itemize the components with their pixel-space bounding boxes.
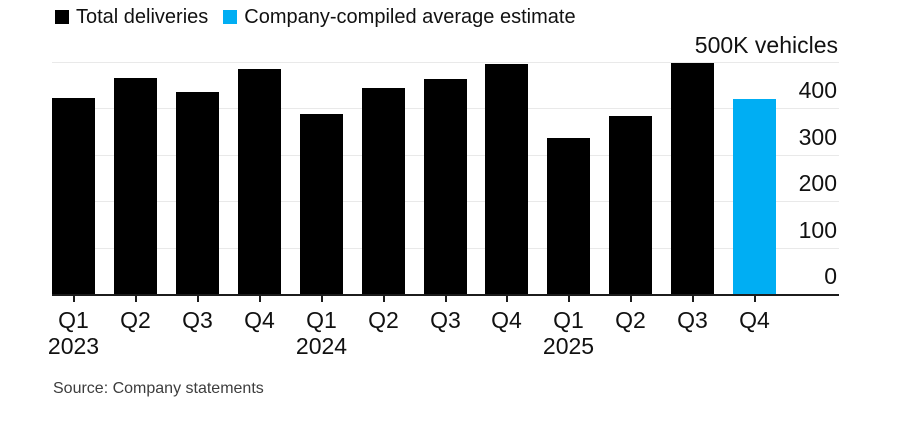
x-axis-tick <box>753 296 756 302</box>
x-axis-baseline <box>52 294 839 296</box>
source-attribution: Source: Company statements <box>53 380 264 397</box>
legend-swatch-black-icon <box>55 10 69 24</box>
x-label-quarter: Q1 <box>58 307 89 333</box>
legend-label-estimate: Company-compiled average estimate <box>244 6 576 28</box>
x-axis-tick <box>320 296 323 302</box>
legend-label-total-deliveries: Total deliveries <box>76 6 209 28</box>
x-axis-tick <box>382 296 385 302</box>
bar-q4-estimate <box>733 98 776 294</box>
x-axis-tick <box>72 296 75 302</box>
y-tick-label-0: 0 <box>824 263 837 289</box>
x-label-quarter: Q3 <box>677 307 708 333</box>
bar-q2 <box>609 115 652 294</box>
y-tick-label-300: 300 <box>798 123 837 150</box>
x-axis-tick <box>505 296 508 302</box>
x-label-year-2024: 2024 <box>295 333 348 359</box>
x-label-year-2023: 2023 <box>47 333 100 359</box>
bar-q3 <box>176 92 219 294</box>
gridline-500 <box>52 62 839 63</box>
x-axis-tick <box>629 296 632 302</box>
x-axis-tick <box>444 296 447 302</box>
bar-q1-2023 <box>52 97 95 294</box>
x-label-quarter: Q1 <box>306 307 337 333</box>
x-label-quarter: Q4 <box>739 307 770 333</box>
bar-q2 <box>362 88 405 294</box>
legend-item-total-deliveries: Total deliveries <box>55 7 208 27</box>
chart-legend: Total deliveries Company-compiled averag… <box>55 7 576 27</box>
bar-q3 <box>671 63 714 294</box>
x-label-quarter: Q4 <box>244 307 275 333</box>
x-label-quarter: Q3 <box>182 307 213 333</box>
x-label-quarter: Q2 <box>615 307 646 333</box>
x-axis-tick <box>258 296 261 302</box>
x-label-quarter: Q3 <box>430 307 461 333</box>
x-axis-tick <box>567 296 570 302</box>
plot-area: 0 100 200 300 400 Q1 2023 Q2 Q3 Q4 Q1 2024 Q2 Q3 Q4 Q1 2… <box>48 62 839 358</box>
y-tick-label-100: 100 <box>798 216 837 243</box>
x-label-quarter: Q2 <box>120 307 151 333</box>
x-axis-tick <box>134 296 137 302</box>
y-axis-unit-label: 500K vehicles <box>694 32 838 58</box>
x-label-quarter: Q2 <box>368 307 399 333</box>
y-tick-label-200: 200 <box>798 170 837 197</box>
x-label-quarter: Q4 <box>491 307 522 333</box>
y-tick-label-400: 400 <box>798 77 837 104</box>
bar-q4 <box>238 69 281 294</box>
legend-swatch-blue-icon <box>223 10 238 24</box>
bar-q1-2024 <box>300 114 343 294</box>
legend-item-estimate: Company-compiled average estimate <box>223 6 576 28</box>
bar-q2 <box>114 77 157 294</box>
bar-q1-2025 <box>547 137 590 294</box>
x-axis-tick <box>691 296 694 302</box>
bar-q4 <box>485 63 528 294</box>
x-axis-tick <box>196 296 199 302</box>
bar-q3 <box>424 79 467 294</box>
x-label-quarter: Q1 <box>553 307 584 333</box>
x-label-year-2025: 2025 <box>542 333 595 359</box>
